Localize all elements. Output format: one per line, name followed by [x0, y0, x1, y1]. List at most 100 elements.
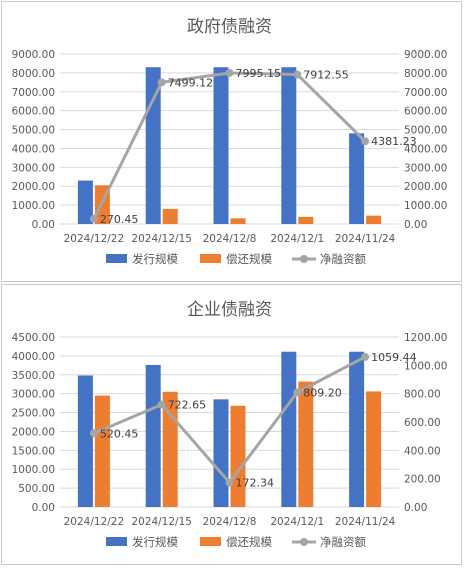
chart-1-legend-label: 发行规模: [132, 535, 178, 549]
chart-1-net-data-label: 520.45: [100, 427, 138, 440]
chart-0-issue-bar: [349, 133, 365, 224]
corporate-bond-chart: 企业债融资 0.00 500.00 1000.00 1500.00 2000.00 2500…: [12, 300, 448, 549]
chart-0-issue-bar: [213, 67, 229, 224]
chart-1-y2-tick-label: 0.00: [404, 502, 427, 514]
chart-1-repay-bar: [366, 391, 382, 507]
chart-0-y2-tick-label: 5000.00: [404, 125, 447, 137]
chart-0-x-tick-label: 2024/12/8: [203, 233, 257, 245]
chart-1-x-tick-label: 2024/12/15: [131, 516, 192, 528]
chart-1-y2-tick-label: 1000.00: [404, 360, 447, 372]
chart-1-net-point: [361, 352, 370, 361]
chart-1-y2-tick-label: 800.00: [404, 389, 441, 401]
chart-1-net-data-label: 722.65: [168, 399, 207, 412]
chart-0-repay-bar: [366, 215, 382, 224]
chart-0-net-data-label: 7995.15: [236, 67, 282, 80]
chart-0-net-data-label: 4381.23: [371, 135, 417, 148]
corporate-bond-chart-panel: 企业债融资 0.00 500.00 1000.00 1500.00 2000.00 2500…: [1, 284, 462, 565]
government-bond-chart-panel: 政府债融资 0.00 1000.00 2000.00 3000.00 4000.00 500…: [1, 1, 462, 282]
chart-1-y-tick-label: 4000.00: [12, 351, 55, 363]
chart-0-legend-label: 发行规模: [132, 252, 178, 266]
chart-0-y-tick-label: 9000.00: [12, 49, 55, 61]
chart-0-net-data-label: 7499.12: [168, 76, 214, 89]
chart-1-net-data-label: 1059.44: [371, 351, 417, 364]
chart-0-net-point: [225, 68, 234, 77]
chart-1-issue-bar: [349, 351, 365, 507]
chart-0-y-tick-label: 6000.00: [12, 106, 55, 118]
chart-1-net-point: [157, 400, 166, 409]
chart-0-y2-tick-label: 8000.00: [404, 68, 447, 80]
chart-0-x-tick-label: 2024/12/1: [270, 233, 324, 245]
chart-0-y-tick-label: 5000.00: [12, 125, 55, 137]
chart-1-issue-bar: [281, 351, 297, 507]
chart-1-legend-swatch: [106, 537, 127, 546]
chart-0-legend-label: 净融资额: [320, 252, 366, 266]
chart-1-repay-bar: [94, 395, 110, 507]
chart-1-y-tick-label: 500.00: [18, 483, 55, 495]
chart-0-net-point: [361, 137, 370, 146]
chart-0-y2-tick-label: 1000.00: [404, 200, 447, 212]
chart-0-repay-bar: [298, 216, 314, 224]
chart-1-net-line: [93, 355, 366, 485]
chart-1-y-tick-label: 1000.00: [12, 464, 55, 476]
chart-1-y-tick-label: 3500.00: [12, 370, 55, 382]
chart-1-y2-tick-label: 400.00: [404, 445, 441, 457]
chart-1-x-tick-label: 2024/11/24: [335, 516, 396, 528]
chart-1-y-tick-label: 3000.00: [12, 389, 55, 401]
chart-0-y2-tick-label: 2000.00: [404, 181, 447, 193]
chart-0-net-data-label: 7912.55: [303, 69, 349, 82]
chart-0-y-tick-label: 2000.00: [12, 181, 55, 193]
chart-1-issue-bar: [77, 375, 93, 507]
chart-0-legend-swatch: [200, 254, 221, 263]
chart-1-issue-bar: [145, 364, 161, 507]
chart-0-net-point: [293, 70, 302, 79]
chart-0-y2-tick-label: 3000.00: [404, 162, 447, 174]
chart-1-repay-bar: [230, 405, 246, 507]
government-bond-chart: 政府债融资 0.00 1000.00 2000.00 3000.00 4000.00 500…: [12, 17, 448, 266]
chart-1-y2-tick-label: 1200.00: [404, 332, 447, 344]
chart-0-y2-tick-label: 7000.00: [404, 87, 447, 99]
chart-1-y2-tick-label: 200.00: [404, 474, 441, 486]
chart-1-net-point: [293, 388, 302, 397]
chart-0-net-data-label: 270.45: [100, 213, 138, 226]
chart-0-issue-bar: [281, 67, 297, 224]
chart-1-repay-bar: [298, 381, 314, 507]
chart-1-net-point: [225, 478, 234, 487]
chart-0-y-tick-label: 0.00: [32, 219, 55, 231]
chart-0-y2-tick-label: 9000.00: [404, 49, 447, 61]
chart-0-x-tick-label: 2024/12/22: [64, 233, 125, 245]
chart-0-x-tick-label: 2024/11/24: [335, 233, 396, 245]
chart-1-issue-bar: [213, 399, 229, 507]
chart-0-net-point: [157, 78, 166, 87]
chart-0-repay-bar: [230, 218, 246, 224]
chart-1-net-data-label: 809.20: [303, 386, 342, 399]
chart-0-y-tick-label: 3000.00: [12, 162, 55, 174]
chart-0-y-tick-label: 7000.00: [12, 87, 55, 99]
chart-0-legend-swatch: [106, 254, 127, 263]
chart-1-y2-tick-label: 600.00: [404, 417, 441, 429]
chart-1-y-tick-label: 1500.00: [12, 445, 55, 457]
chart-1-legend-marker: [300, 538, 308, 546]
chart-0-y2-tick-label: 4000.00: [404, 143, 447, 155]
chart-0-net-line: [92, 71, 367, 220]
chart-0-y-tick-label: 1000.00: [12, 200, 55, 212]
chart-0-y2-tick-label: 6000.00: [404, 106, 447, 118]
chart-1-net-point: [89, 429, 98, 438]
chart-0-y-tick-label: 8000.00: [12, 68, 55, 80]
chart-1-title: 企业债融资: [187, 300, 272, 320]
chart-1-y-tick-label: 4500.00: [12, 332, 55, 344]
chart-0-issue-bar: [77, 180, 93, 224]
chart-0-legend-marker: [300, 255, 308, 263]
chart-0-x-tick-label: 2024/12/15: [131, 233, 192, 245]
chart-1-y-tick-label: 2500.00: [12, 408, 55, 420]
chart-1-x-tick-label: 2024/12/22: [64, 516, 125, 528]
chart-1-y-tick-label: 0.00: [32, 502, 55, 514]
chart-0-repay-bar: [162, 208, 178, 224]
chart-0-y2-tick-label: 0.00: [404, 219, 427, 231]
chart-0-net-point: [89, 214, 98, 223]
chart-0-legend-label: 偿还规模: [226, 252, 272, 266]
chart-1-legend-swatch: [200, 537, 221, 546]
chart-1-x-tick-label: 2024/12/8: [203, 516, 257, 528]
chart-1-y-tick-label: 2000.00: [12, 426, 55, 438]
chart-1-x-tick-label: 2024/12/1: [270, 516, 324, 528]
